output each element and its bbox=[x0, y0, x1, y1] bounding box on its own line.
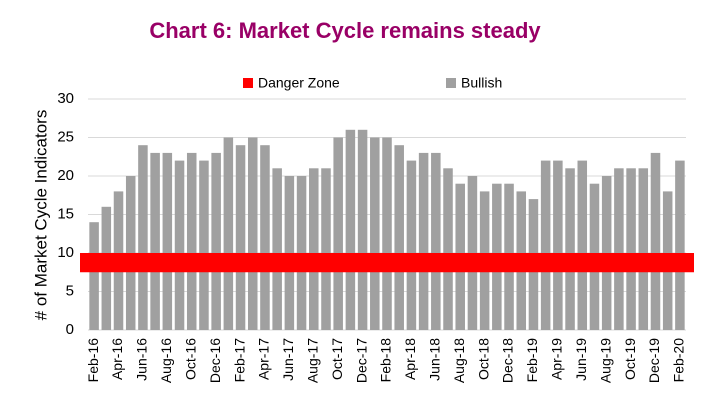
bar bbox=[333, 137, 343, 330]
x-tick-label: Oct-16 bbox=[182, 338, 198, 380]
bar bbox=[247, 137, 258, 330]
bar bbox=[675, 160, 685, 330]
x-tick-label: Oct-18 bbox=[475, 338, 491, 380]
bar bbox=[406, 160, 417, 330]
x-tick-label: Feb-18 bbox=[378, 338, 394, 383]
y-tick-label: 5 bbox=[66, 282, 74, 299]
x-tick-label: Dec-17 bbox=[353, 338, 369, 383]
x-tick-label: Jun-16 bbox=[134, 338, 150, 381]
y-tick-label: 15 bbox=[57, 205, 74, 222]
y-tick-label: 0 bbox=[66, 321, 74, 338]
legend-label: Bullish bbox=[461, 75, 502, 91]
bar bbox=[162, 152, 173, 330]
bar bbox=[614, 168, 624, 330]
legend-swatch bbox=[243, 78, 253, 88]
danger-zone bbox=[80, 253, 694, 273]
y-tick-label: 10 bbox=[57, 244, 74, 261]
x-tick-label: Aug-18 bbox=[451, 338, 467, 383]
x-tick-label: Feb-19 bbox=[524, 338, 540, 383]
y-tick-label: 20 bbox=[57, 167, 74, 184]
x-tick-label: Feb-17 bbox=[231, 338, 247, 383]
x-tick-label: Oct-17 bbox=[329, 338, 345, 380]
x-tick-label: Dec-19 bbox=[646, 338, 662, 383]
bar bbox=[211, 152, 221, 330]
x-tick-label: Jun-19 bbox=[573, 338, 589, 381]
bar bbox=[553, 160, 563, 330]
x-tick-label: Apr-19 bbox=[549, 338, 565, 380]
bar bbox=[431, 152, 441, 330]
x-tick-label: Apr-17 bbox=[256, 338, 272, 380]
x-tick-label: Aug-17 bbox=[304, 338, 320, 383]
legend-label: Danger Zone bbox=[258, 75, 340, 91]
bar bbox=[174, 160, 185, 330]
x-tick-label: Aug-19 bbox=[597, 338, 613, 383]
bar bbox=[345, 129, 356, 330]
x-tick-label: Feb-20 bbox=[671, 338, 687, 383]
bar bbox=[382, 137, 392, 330]
bar bbox=[309, 168, 319, 330]
bar bbox=[89, 222, 99, 330]
bar bbox=[321, 168, 331, 330]
bar bbox=[272, 168, 282, 330]
bar bbox=[650, 152, 661, 330]
x-tick-label: Oct-19 bbox=[622, 338, 638, 380]
bar bbox=[357, 129, 368, 330]
bar bbox=[540, 160, 551, 330]
bar bbox=[565, 168, 575, 330]
bar bbox=[394, 145, 404, 330]
chart-title: Chart 6: Market Cycle remains steady bbox=[149, 18, 541, 43]
bar bbox=[418, 152, 429, 330]
bar bbox=[370, 137, 380, 330]
bar bbox=[138, 145, 148, 330]
y-tick-label: 30 bbox=[57, 90, 74, 107]
bar bbox=[186, 152, 197, 330]
bar bbox=[443, 168, 453, 330]
legend-swatch bbox=[446, 78, 456, 88]
x-tick-label: Dec-16 bbox=[207, 338, 223, 383]
x-tick-label: Aug-16 bbox=[158, 338, 174, 383]
x-tick-label: Apr-18 bbox=[402, 338, 418, 380]
x-tick-label: Feb-16 bbox=[85, 338, 101, 383]
y-tick-label: 25 bbox=[57, 128, 74, 145]
x-tick-label: Jun-18 bbox=[427, 338, 443, 381]
bar bbox=[150, 152, 160, 330]
x-tick-label: Apr-16 bbox=[109, 338, 125, 380]
bar bbox=[235, 145, 246, 330]
y-axis-label: # of Market Cycle Indicators bbox=[31, 110, 50, 321]
bar bbox=[260, 145, 270, 330]
bar bbox=[577, 160, 588, 330]
bar bbox=[199, 160, 209, 330]
x-tick-label: Dec-18 bbox=[500, 338, 516, 383]
x-tick-label: Jun-17 bbox=[280, 338, 296, 381]
bar bbox=[223, 137, 234, 330]
bar bbox=[626, 168, 636, 330]
bar bbox=[638, 168, 649, 330]
